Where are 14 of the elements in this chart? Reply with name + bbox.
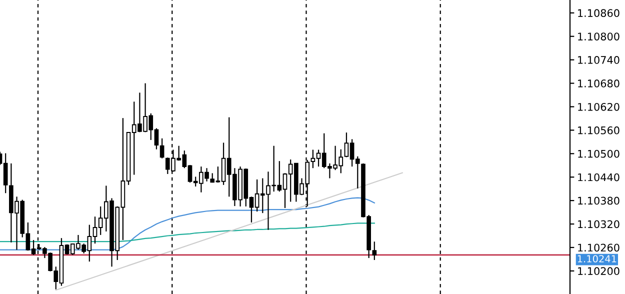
y-tick-label: 1.10680 bbox=[578, 80, 620, 88]
y-tick-label: 1.10440 bbox=[578, 173, 620, 182]
y-tick-label: 1.10620 bbox=[578, 102, 620, 111]
y-tick-label: 1.10860 bbox=[578, 9, 620, 18]
ref-line-label: 1.10241 bbox=[578, 255, 616, 262]
candlestick bbox=[160, 138, 164, 159]
y-tick-label: 1.10800 bbox=[578, 32, 620, 40]
y-tick-label: 1.10560 bbox=[578, 126, 620, 134]
y-tick-label: 1.10320 bbox=[578, 220, 620, 228]
y-tick-label: 1.10380 bbox=[578, 196, 620, 205]
y-tick-label: 1.10260 bbox=[578, 244, 620, 252]
y-tick-label: 1.10200 bbox=[578, 267, 620, 276]
y-tick-label: 1.10740 bbox=[578, 56, 620, 64]
y-tick-label: 1.10500 bbox=[578, 150, 620, 158]
